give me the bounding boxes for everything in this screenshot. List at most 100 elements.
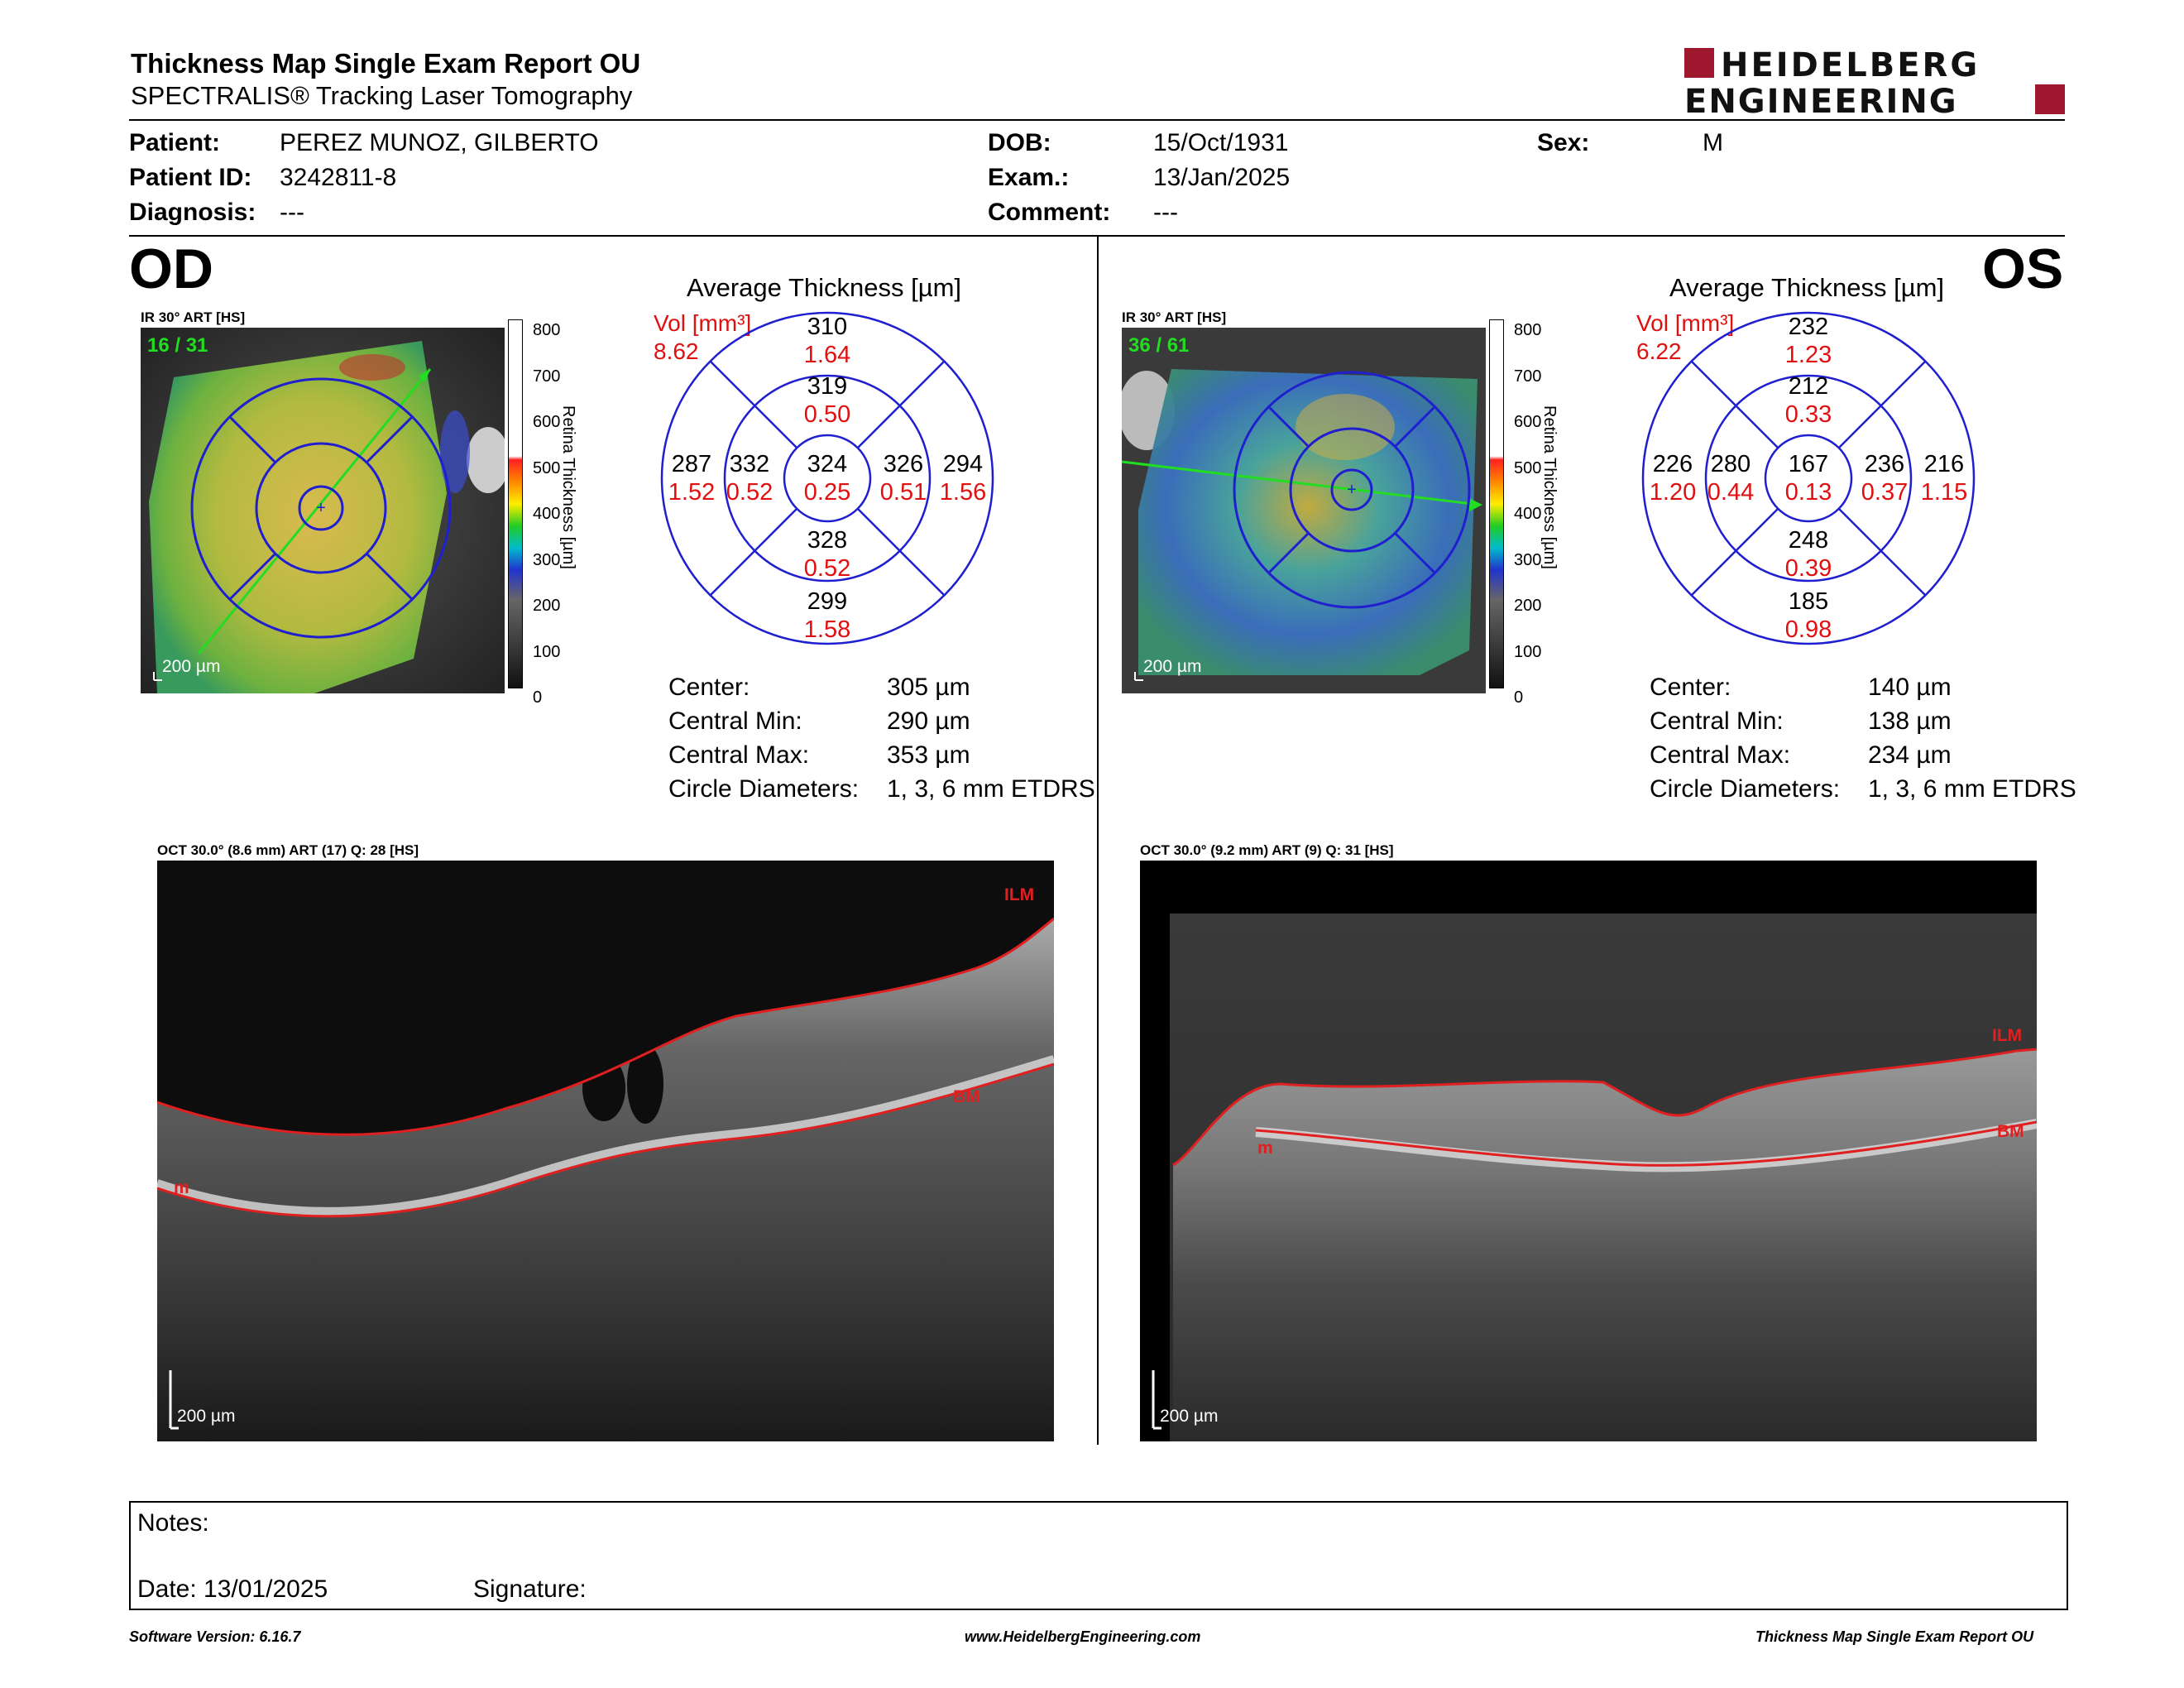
od-vol-unit: Vol [mm³] [654, 310, 752, 336]
svg-text:+: + [316, 499, 326, 517]
od-scale-label: 200 µm [162, 657, 221, 676]
od-center-value: 305 µm [887, 674, 970, 701]
od-cmin-label: Central Min: [668, 707, 802, 735]
od-volume-label: Vol [mm³] 8.62 [654, 309, 751, 366]
os-sector-inner-temp: 280 0.44 [1707, 451, 1755, 506]
od-oct-label: OCT 30.0° (8.6 mm) ART (17) Q: 28 [HS] [157, 842, 419, 858]
od-tick-400: 400 [533, 505, 561, 523]
os-eye-label: OS [1982, 237, 2064, 300]
od-tick-100: 100 [533, 642, 561, 661]
od-sector-inner-temp: 332 0.52 [726, 451, 774, 506]
os-tick-300: 300 [1514, 550, 1542, 569]
footer-website[interactable]: www.HeidelbergEngineering.com [965, 1628, 1201, 1645]
os-sector-outer-nas: 216 1.15 [1920, 451, 1968, 506]
od-diam-value: 1, 3, 6 mm ETDRS [887, 775, 1095, 803]
od-m-label: m [174, 1178, 189, 1197]
os-oct-label: OCT 30.0° (9.2 mm) ART (9) Q: 31 [HS] [1140, 842, 1394, 858]
patient-name: PEREZ MUNOZ, GILBERTO [280, 129, 599, 156]
notes-label: Notes: [137, 1509, 209, 1537]
od-ir-label: IR 30° ART [HS] [141, 309, 246, 325]
patient-divider [129, 235, 2065, 237]
os-scale-label: 200 µm [1143, 657, 1202, 676]
os-cmin-label: Central Min: [1650, 707, 1784, 735]
dob-value: 15/Oct/1931 [1153, 129, 1289, 156]
od-colorbar-title: Retina Thickness [µm] [559, 405, 577, 569]
os-ilm-label: ILM [1992, 1026, 2023, 1045]
od-eye-label: OD [129, 237, 213, 300]
os-sector-inner-sup: 212 0.33 [1784, 373, 1832, 428]
od-stats-values: 305 µm 290 µm 353 µm 1, 3, 6 mm ETDRS [887, 670, 1095, 806]
os-sector-inner-nas: 236 0.37 [1861, 451, 1909, 506]
os-colorbar-ticks: 800 700 600 500 400 300 200 100 0 [1514, 308, 1541, 722]
sex-label: Sex: [1537, 129, 1590, 156]
od-sector-center: 324 0.25 [803, 451, 851, 506]
os-fundus-thickness-map: + [1122, 328, 1486, 693]
os-diam-label: Circle Diameters: [1650, 775, 1841, 803]
logo-text-1: HEIDELBERG [1721, 46, 1980, 84]
od-stats-labels: Center: Central Min: Central Max: Circle… [668, 670, 859, 806]
os-diam-value: 1, 3, 6 mm ETDRS [1868, 775, 2076, 803]
eye-divider [1097, 237, 1099, 1445]
date-label: Date: 13/01/2025 [137, 1575, 328, 1603]
os-color-bar [1489, 319, 1504, 688]
od-vol-total: 8.62 [654, 338, 699, 364]
od-sector-inner-inf: 328 0.52 [803, 527, 851, 582]
exam-label: Exam.: [988, 164, 1070, 191]
footer-report-title: Thickness Map Single Exam Report OU [1755, 1628, 2034, 1645]
od-cmax-label: Central Max: [668, 741, 810, 769]
od-avg-title: Average Thickness [µm] [687, 273, 962, 302]
svg-text:+: + [1347, 481, 1357, 499]
comment-label: Comment: [988, 199, 1111, 226]
patient-id: 3242811-8 [280, 164, 397, 191]
od-sector-outer-nas: 294 1.56 [939, 451, 987, 506]
od-fundus-thickness-map: + [141, 328, 505, 693]
od-tick-200: 200 [533, 597, 561, 615]
os-sector-outer-temp: 226 1.20 [1649, 451, 1697, 506]
os-colorbar-title: Retina Thickness [µm] [1540, 405, 1559, 569]
os-stats-labels: Center: Central Min: Central Max: Circle… [1650, 670, 1840, 806]
od-oct-bscan [157, 861, 1054, 1441]
od-tick-300: 300 [533, 550, 561, 569]
os-tick-500: 500 [1514, 458, 1542, 477]
od-bm-label: BM [953, 1087, 980, 1106]
os-sector-center: 167 0.13 [1784, 451, 1832, 506]
os-bm-label: BM [1997, 1122, 2024, 1141]
report-subtitle: SPECTRALIS® Tracking Laser Tomography [131, 81, 633, 110]
os-tick-800: 800 [1514, 321, 1542, 339]
os-sector-outer-sup: 232 1.23 [1784, 314, 1832, 368]
od-cmax-value: 353 µm [887, 741, 970, 769]
comment-value: --- [1153, 199, 1178, 226]
sex-value: M [1703, 129, 1723, 156]
diagnosis-value: --- [280, 199, 304, 226]
os-cmin-value: 138 µm [1868, 707, 1952, 735]
os-oct-scale: 200 µm [1160, 1407, 1219, 1426]
os-avg-title: Average Thickness [µm] [1669, 273, 1945, 302]
header-divider [129, 119, 2065, 121]
os-vol-unit: Vol [mm³] [1636, 310, 1735, 336]
notes-box[interactable]: Notes: Date: 13/01/2025 Signature: [129, 1501, 2068, 1610]
os-ir-label: IR 30° ART [HS] [1122, 309, 1227, 325]
dob-label: DOB: [988, 129, 1051, 156]
od-center-label: Center: [668, 674, 750, 701]
os-oct-bscan [1140, 861, 2037, 1441]
os-cmax-value: 234 µm [1868, 741, 1952, 769]
od-tick-600: 600 [533, 413, 561, 431]
od-sector-outer-sup: 310 1.64 [803, 314, 851, 368]
os-center-label: Center: [1650, 674, 1731, 701]
od-colorbar-ticks: 800 700 600 500 400 300 200 100 0 [533, 308, 560, 722]
od-tick-700: 700 [533, 367, 561, 386]
os-sector-inner-inf: 248 0.39 [1784, 527, 1832, 582]
od-sector-inner-sup: 319 0.50 [803, 373, 851, 428]
od-sector-inner-nas: 326 0.51 [879, 451, 927, 506]
os-cmax-label: Central Max: [1650, 741, 1791, 769]
os-tick-100: 100 [1514, 642, 1542, 661]
os-tick-200: 200 [1514, 597, 1542, 615]
od-sector-outer-temp: 287 1.52 [668, 451, 716, 506]
os-tick-400: 400 [1514, 505, 1542, 523]
patient-id-label: Patient ID: [129, 164, 252, 191]
os-tick-0: 0 [1514, 688, 1524, 707]
patient-label: Patient: [129, 129, 221, 156]
od-diam-label: Circle Diameters: [668, 775, 860, 803]
os-sector-outer-inf: 185 0.98 [1784, 588, 1832, 643]
od-tick-500: 500 [533, 458, 561, 477]
